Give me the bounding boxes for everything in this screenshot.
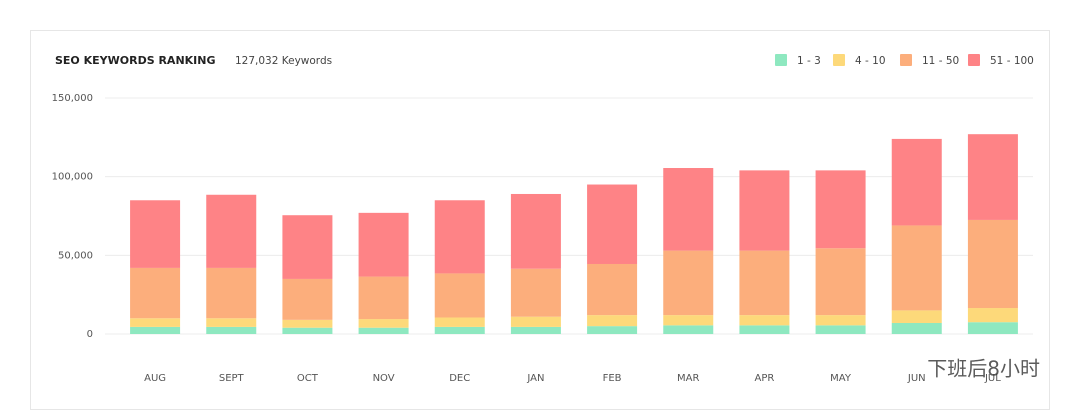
x-tick-label: MAY [830,373,852,384]
y-tick-label: 150,000 [52,93,93,104]
bar-segment [967,308,1018,323]
x-tick-label: SEPT [219,373,245,384]
bar-segment [587,184,638,264]
bar-segment [130,326,181,334]
bar-segment [587,263,638,316]
bar-segment [815,248,866,316]
bar-segment [815,170,866,249]
x-tick-label: JUL [984,373,1001,384]
bar-segment [815,315,866,326]
bar-segment [282,327,333,334]
x-tick-label: NOV [373,373,395,384]
bar-segment [434,317,485,327]
bar-segment [358,276,409,320]
bar-segment [739,325,790,334]
chart-title: SEO KEYWORDS RANKING [55,54,216,67]
bar-segment [510,316,561,327]
legend-label: 4 - 10 [855,55,886,67]
bar-segment [663,315,714,326]
bar-segment [967,219,1018,309]
bar-segment [510,326,561,334]
x-tick-label: AUG [144,373,166,384]
bar-segment [967,134,1018,220]
watermark: 下班后8小时 [927,357,1040,381]
y-tick-label: 100,000 [52,172,93,183]
x-tick-label: MAR [677,373,699,384]
bar-segment [663,325,714,334]
y-tick-label: 0 [87,329,93,340]
bar-segment [130,200,181,268]
bar-segment [815,325,866,334]
legend-label: 11 - 50 [922,55,959,67]
bar-segment [130,318,181,327]
bar-segment [510,268,561,317]
bar-segment [130,267,181,319]
x-tick-label: OCT [297,373,319,384]
bar-segment [206,326,257,334]
bar-segment [510,193,561,269]
bar-segment [663,250,714,316]
bar-segment [891,322,942,334]
x-tick-label: APR [755,373,775,384]
bar-segment [891,138,942,226]
bar-segment [206,267,257,319]
x-tick-label: DEC [449,373,470,384]
bar-segment [206,194,257,268]
bar-segment [739,315,790,326]
legend-swatch [775,54,787,66]
y-tick-label: 50,000 [58,250,93,261]
legend-label: 1 - 3 [797,55,821,67]
bar-segment [282,215,333,279]
bar-segment [739,250,790,316]
bar-segment [891,310,942,323]
chart-subtitle: 127,032 Keywords [235,55,332,67]
bar-segment [282,278,333,320]
legend-swatch [833,54,845,66]
bar-segment [206,318,257,327]
bar-segment [358,319,409,328]
bar-segment [358,327,409,334]
legend-label: 51 - 100 [990,55,1034,67]
bar-segment [891,225,942,311]
bar-segment [739,170,790,251]
x-tick-label: JAN [526,373,544,384]
bar-segment [282,319,333,328]
bar-segment [434,273,485,318]
bar-segment [434,326,485,334]
bar-segment [434,200,485,274]
bar-segment [967,322,1018,334]
bar-segment [587,326,638,334]
bar-segment [587,315,638,327]
x-tick-label: FEB [603,373,622,384]
legend-swatch [968,54,980,66]
legend-swatch [900,54,912,66]
bar-segment [663,168,714,251]
bar-segment [358,212,409,277]
x-tick-label: JUN [907,373,926,384]
